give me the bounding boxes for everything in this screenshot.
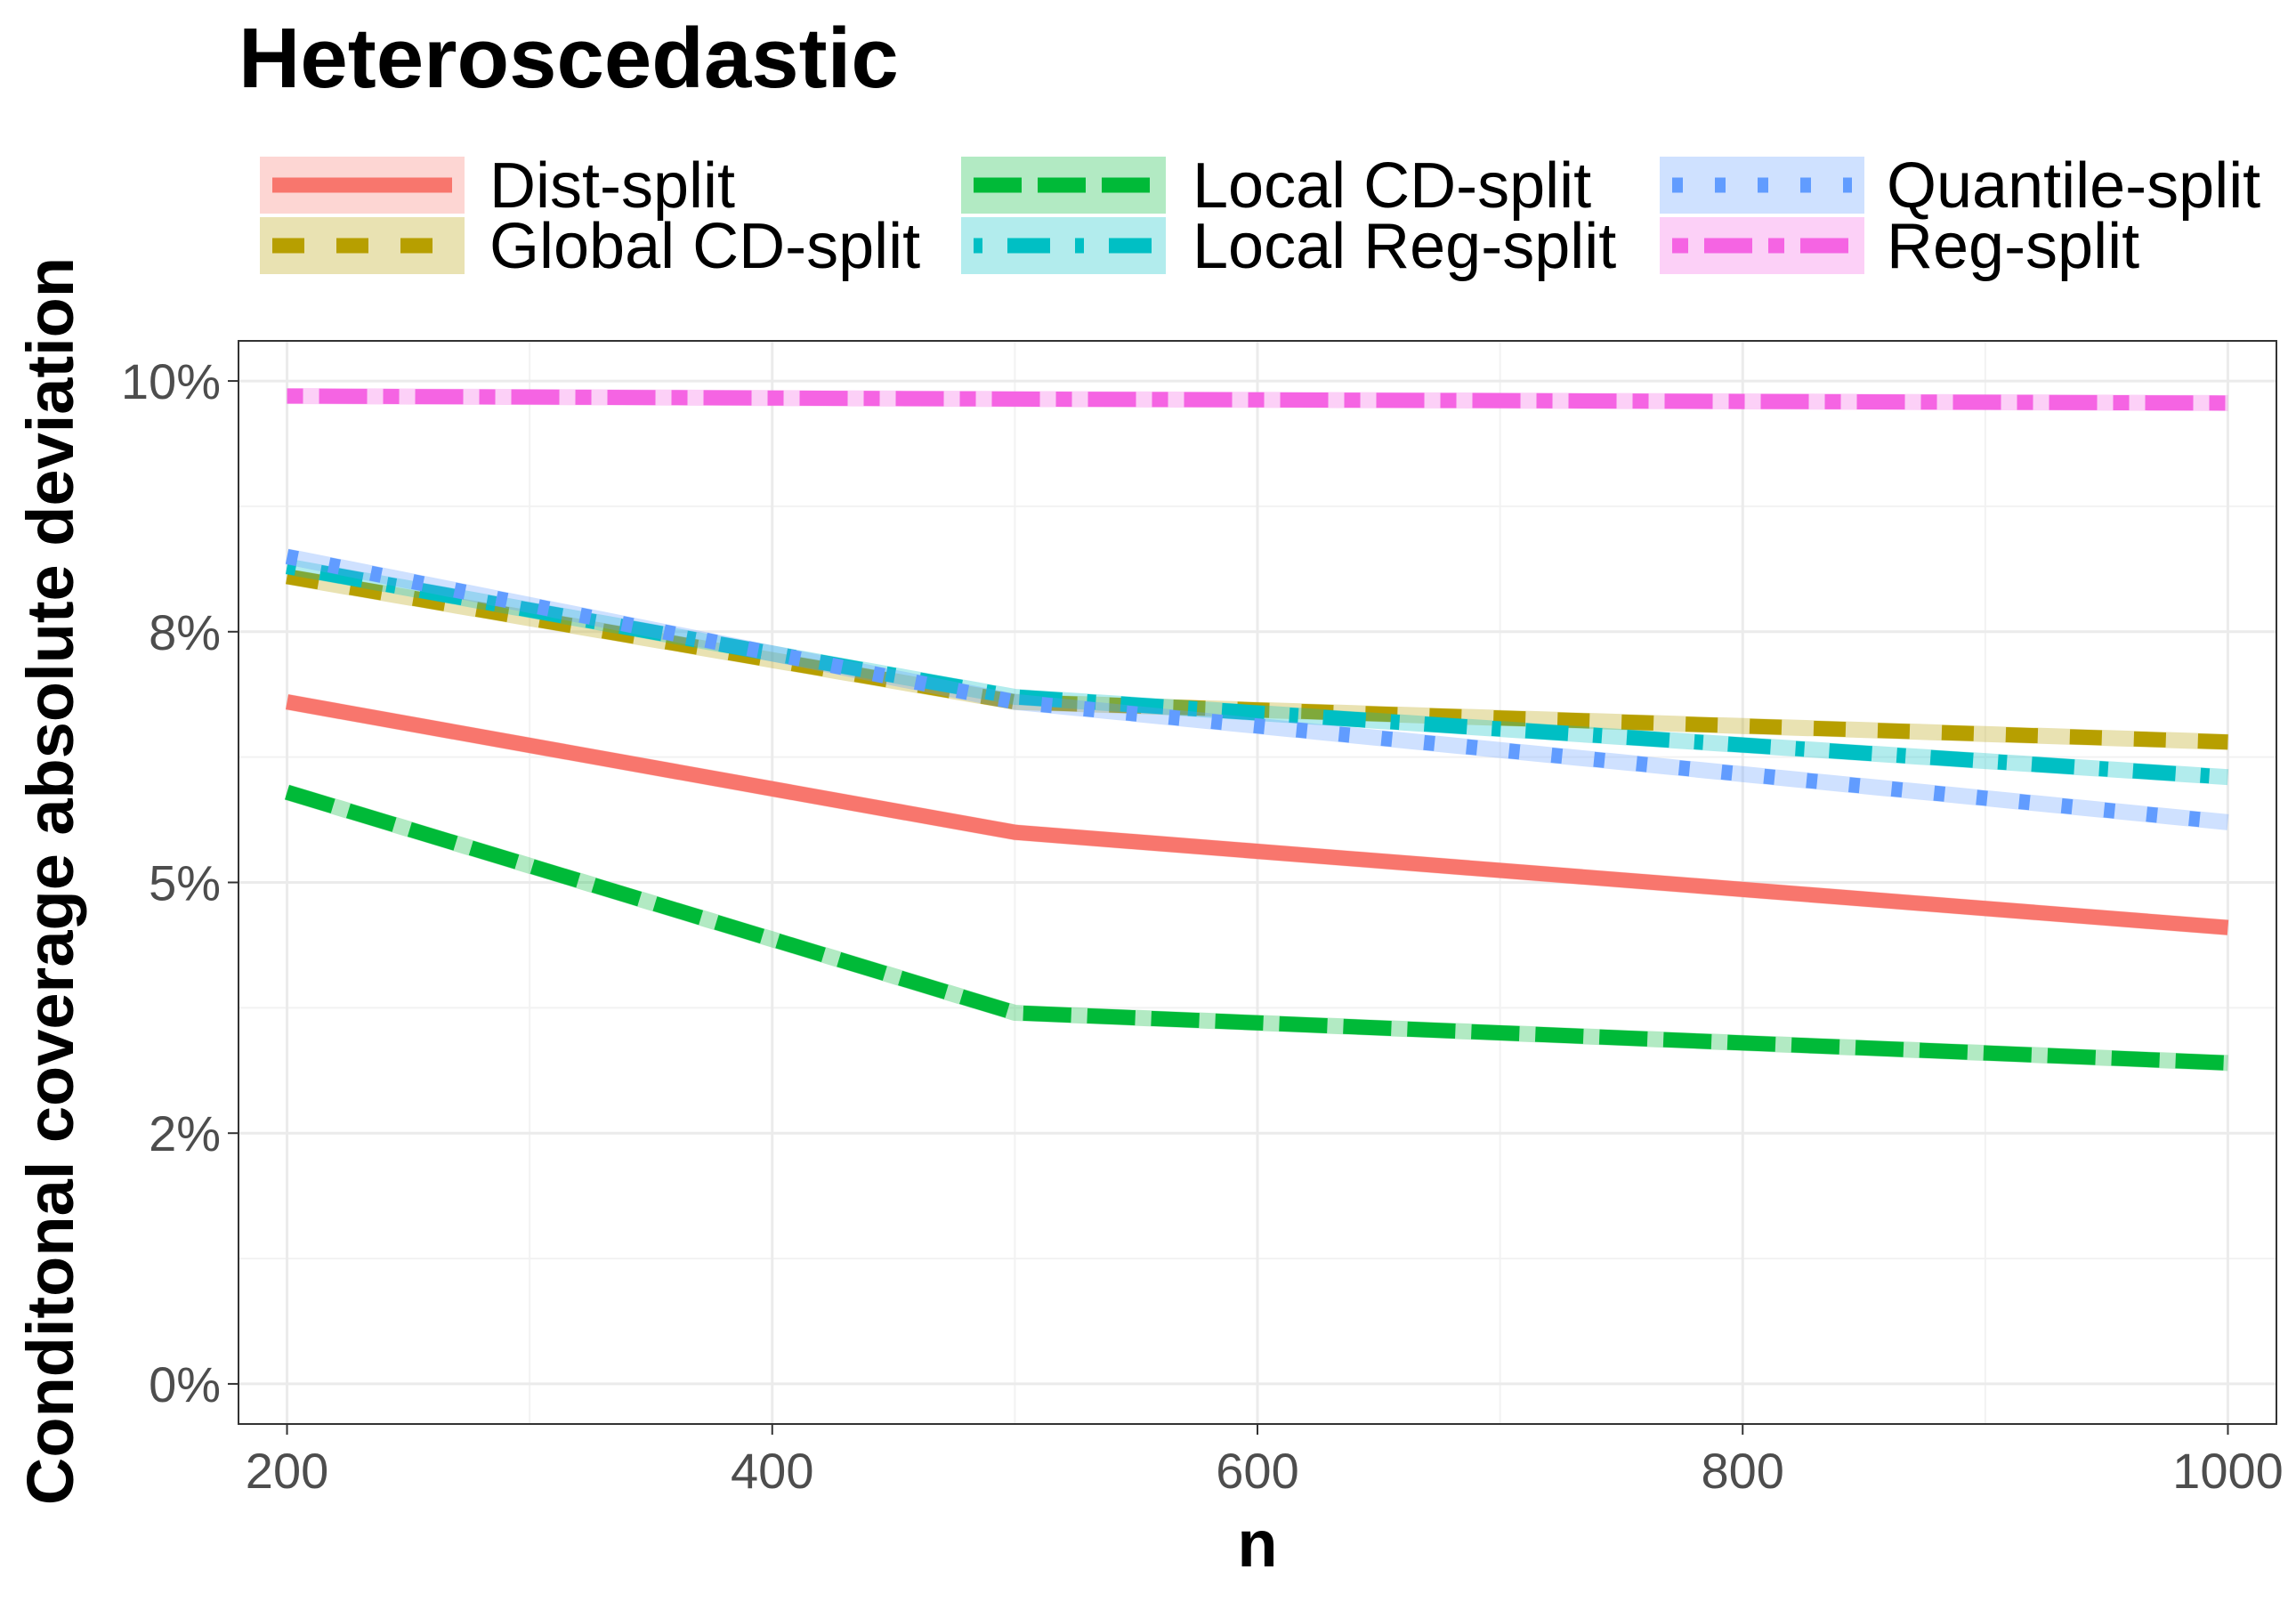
legend-label: Reg-split bbox=[1887, 211, 2139, 282]
legend-item-global-cd-split: Global CD-split bbox=[260, 211, 920, 282]
legend-label: Local Reg-split bbox=[1192, 211, 1616, 282]
legend-item-dist-split: Dist-split bbox=[260, 150, 735, 222]
x-tick-label: 200 bbox=[246, 1443, 328, 1499]
series-line-reg-split bbox=[287, 388, 2228, 411]
x-axis-title: n bbox=[1237, 1507, 1277, 1581]
chart-title: Heteroscedastic bbox=[238, 11, 899, 106]
x-tick-label: 600 bbox=[1216, 1443, 1298, 1499]
x-tick-label: 800 bbox=[1702, 1443, 1784, 1499]
x-axis: 200 400 600 800 1000 bbox=[246, 1424, 2284, 1499]
y-axis-title: Conditonal coverage absolute deviation bbox=[13, 257, 87, 1505]
series-line-global-cd-split bbox=[286, 569, 2228, 750]
y-tick-label: 5% bbox=[149, 855, 221, 911]
legend-item-reg-split: Reg-split bbox=[1660, 211, 2139, 282]
series-band-quantile-split bbox=[285, 548, 2229, 830]
series-line-local-reg-split bbox=[286, 559, 2229, 785]
legend-label: Global CD-split bbox=[489, 211, 920, 282]
major-gridlines bbox=[238, 341, 2276, 1424]
legend-label: Dist-split bbox=[489, 150, 735, 222]
x-tick-label: 1000 bbox=[2172, 1443, 2284, 1499]
legend-item-local-cd-split: Local CD-split bbox=[961, 150, 1591, 222]
legend-label: Quantile-split bbox=[1887, 150, 2260, 222]
y-tick-label: 8% bbox=[149, 604, 221, 660]
series-line-dist-split bbox=[286, 694, 2229, 935]
y-axis: 0% 2% 5% 8% 10% bbox=[121, 353, 238, 1412]
y-tick-label: 2% bbox=[149, 1105, 221, 1161]
legend-item-quantile-split: Quantile-split bbox=[1660, 150, 2260, 222]
series-line-local-cd-split bbox=[285, 784, 2228, 1071]
y-tick-label: 0% bbox=[149, 1356, 221, 1412]
x-tick-label: 400 bbox=[731, 1443, 813, 1499]
series-lines bbox=[284, 387, 2229, 1072]
legend-label: Local CD-split bbox=[1192, 150, 1591, 222]
legend-item-local-reg-split: Local Reg-split bbox=[961, 211, 1616, 282]
plot-panel bbox=[238, 340, 2277, 1425]
y-tick-label: 10% bbox=[121, 353, 221, 409]
